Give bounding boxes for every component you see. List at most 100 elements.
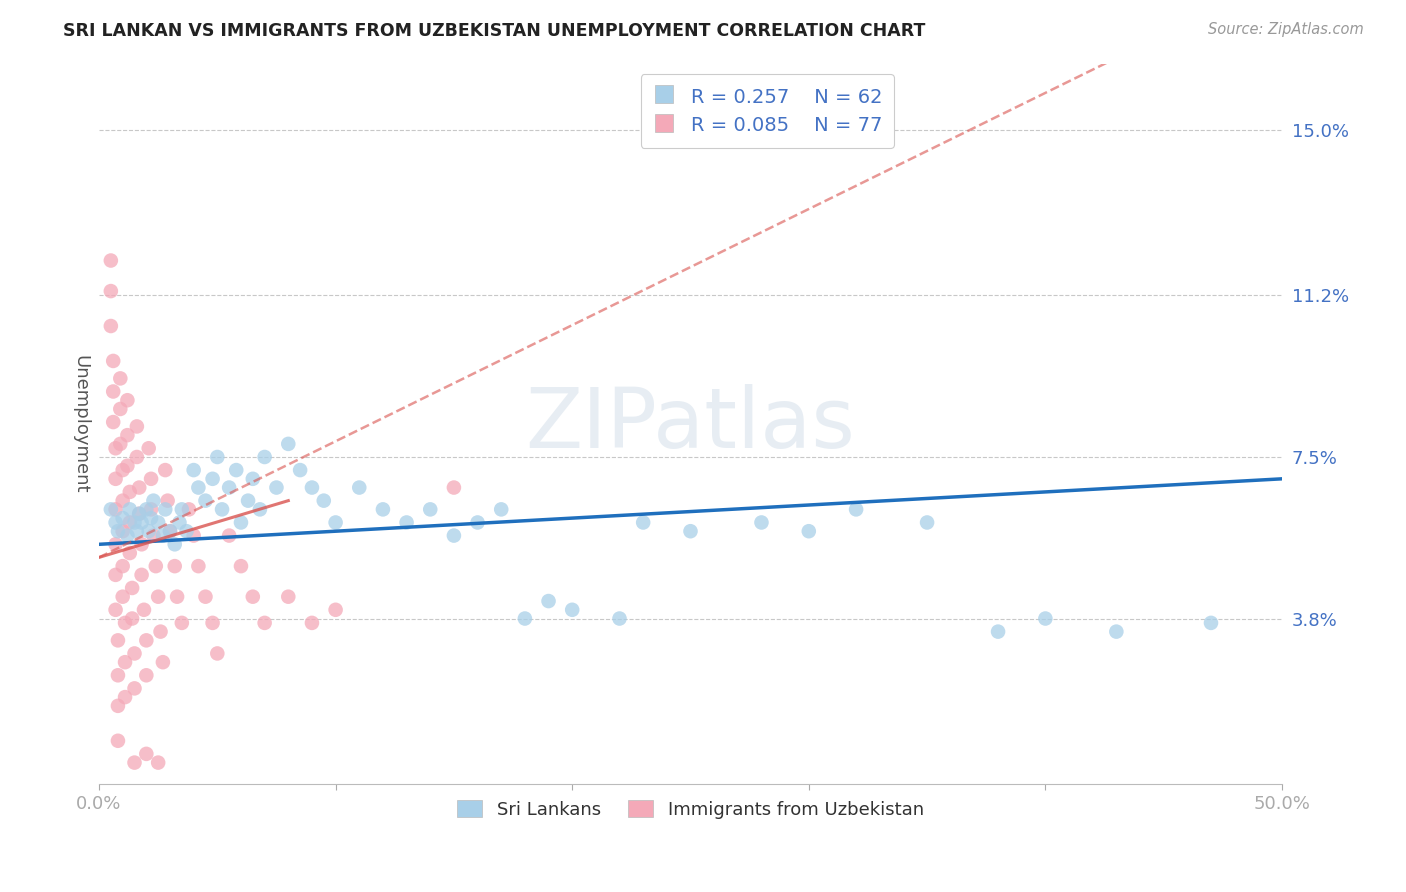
Point [163, 559, 186, 574]
Point [107, 733, 129, 747]
Point [125, 450, 148, 464]
Point [467, 516, 489, 530]
Point [149, 624, 172, 639]
Point [103, 354, 125, 368]
Point [1199, 615, 1222, 630]
Point [104, 567, 127, 582]
Point [117, 458, 139, 473]
Point [121, 581, 143, 595]
Point [103, 384, 125, 399]
Point [489, 502, 512, 516]
Point [609, 611, 631, 625]
Point [107, 524, 129, 539]
Point [146, 516, 169, 530]
Point [325, 603, 347, 617]
Point [163, 537, 186, 551]
Point [679, 524, 702, 539]
Point [537, 594, 560, 608]
Point [104, 442, 127, 456]
Text: ZIPatlas: ZIPatlas [526, 384, 855, 465]
Point [124, 756, 146, 770]
Point [301, 481, 323, 495]
Point [121, 611, 143, 625]
Point [110, 437, 132, 451]
Point [915, 516, 938, 530]
Point [266, 481, 288, 495]
Point [229, 516, 252, 530]
Point [371, 502, 394, 516]
Point [124, 647, 146, 661]
Point [104, 502, 127, 516]
Point [513, 611, 536, 625]
Point [139, 502, 162, 516]
Point [124, 516, 146, 530]
Point [845, 502, 868, 516]
Point [131, 567, 153, 582]
Point [288, 463, 311, 477]
Point [177, 502, 200, 516]
Point [118, 516, 141, 530]
Point [194, 493, 217, 508]
Point [242, 472, 264, 486]
Point [125, 524, 148, 539]
Point [236, 493, 259, 508]
Point [561, 603, 583, 617]
Point [111, 493, 134, 508]
Point [751, 516, 773, 530]
Point [135, 633, 157, 648]
Point [176, 524, 198, 539]
Point [139, 472, 162, 486]
Point [131, 537, 153, 551]
Point [242, 590, 264, 604]
Point [128, 507, 150, 521]
Point [135, 502, 157, 516]
Point [183, 528, 205, 542]
Point [117, 528, 139, 542]
Point [249, 502, 271, 516]
Point [152, 528, 174, 542]
Point [135, 668, 157, 682]
Point [125, 419, 148, 434]
Point [225, 463, 247, 477]
Point [110, 371, 132, 385]
Point [145, 559, 167, 574]
Point [117, 428, 139, 442]
Point [229, 559, 252, 574]
Point [111, 463, 134, 477]
Point [277, 437, 299, 451]
Point [139, 511, 162, 525]
Point [118, 546, 141, 560]
Point [152, 655, 174, 669]
Point [118, 484, 141, 499]
Point [159, 524, 181, 539]
Point [155, 463, 177, 477]
Point [218, 528, 240, 542]
Point [100, 318, 122, 333]
Point [1035, 611, 1057, 625]
Point [183, 463, 205, 477]
Point [277, 590, 299, 604]
Point [218, 481, 240, 495]
Point [169, 516, 191, 530]
Point [146, 756, 169, 770]
Point [201, 472, 224, 486]
Point [207, 647, 229, 661]
Point [107, 633, 129, 648]
Point [138, 442, 160, 456]
Point [207, 450, 229, 464]
Point [253, 615, 276, 630]
Point [301, 615, 323, 630]
Point [987, 624, 1010, 639]
Point [114, 615, 136, 630]
Point [111, 590, 134, 604]
Point [132, 603, 155, 617]
Point [797, 524, 820, 539]
Point [131, 516, 153, 530]
Point [142, 493, 165, 508]
Point [135, 747, 157, 761]
Point [128, 481, 150, 495]
Point [170, 502, 193, 516]
Point [253, 450, 276, 464]
Point [325, 516, 347, 530]
Point [155, 502, 177, 516]
